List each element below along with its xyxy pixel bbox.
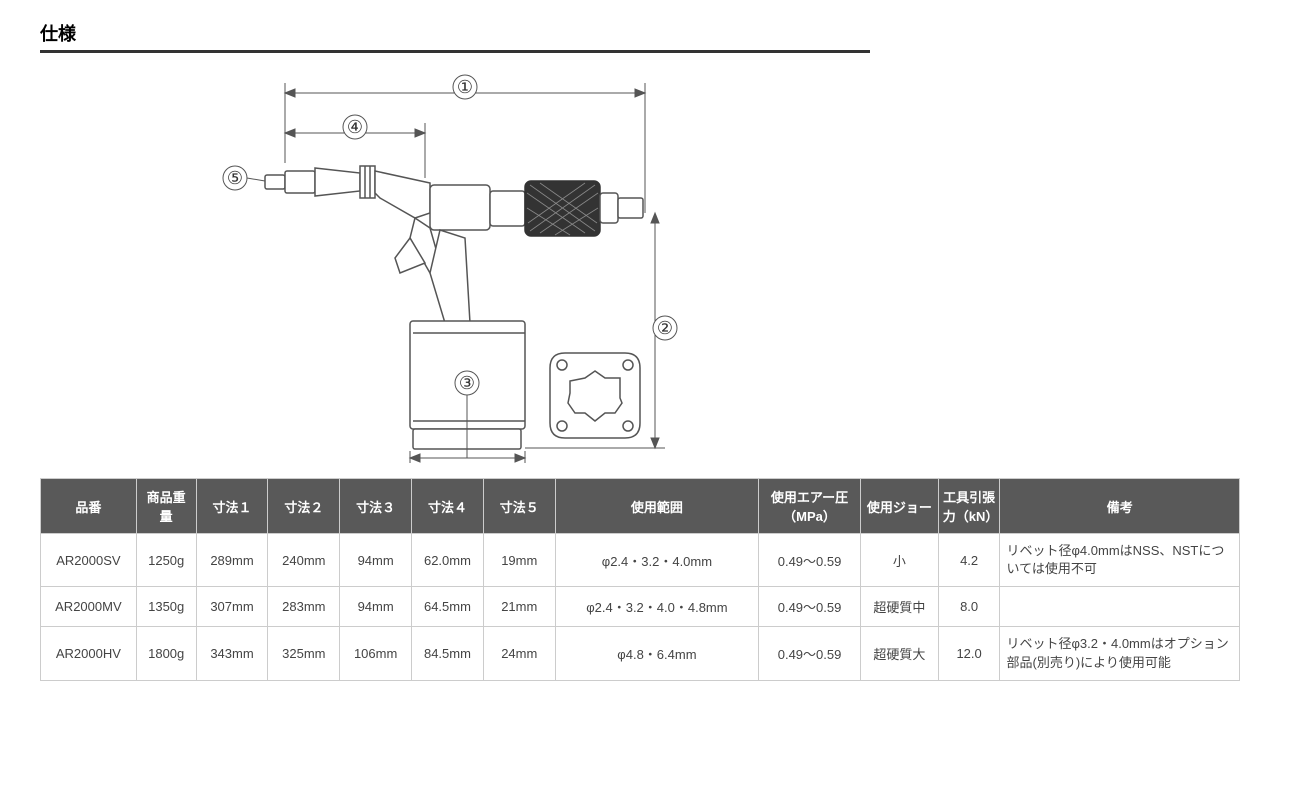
col-header-force: 工具引張力（kN） xyxy=(938,479,1000,534)
cell-dim5: 19mm xyxy=(483,534,555,587)
cell-dim1: 289mm xyxy=(196,534,268,587)
cell-weight: 1250g xyxy=(136,534,196,587)
cell-weight: 1350g xyxy=(136,587,196,627)
cell-force: 12.0 xyxy=(938,627,1000,680)
diagram-container: ① ④ ⑤ xyxy=(40,63,870,463)
col-header-range: 使用範囲 xyxy=(555,479,759,534)
cell-jaw: 超硬質中 xyxy=(860,587,938,627)
cell-dim2: 325mm xyxy=(268,627,340,680)
col-header-dim3: 寸法３ xyxy=(340,479,412,534)
cell-weight: 1800g xyxy=(136,627,196,680)
cell-notes xyxy=(1000,587,1240,627)
table-body: AR2000SV1250g289mm240mm94mm62.0mm19mmφ2.… xyxy=(41,534,1240,681)
table-header: 品番商品重量寸法１寸法２寸法３寸法４寸法５使用範囲使用エアー圧（MPa）使用ジョ… xyxy=(41,479,1240,534)
spec-table: 品番商品重量寸法１寸法２寸法３寸法４寸法５使用範囲使用エアー圧（MPa）使用ジョ… xyxy=(40,478,1240,681)
cell-dim3: 94mm xyxy=(340,587,412,627)
cell-dim5: 24mm xyxy=(483,627,555,680)
cell-part: AR2000SV xyxy=(41,534,137,587)
cell-dim4: 62.0mm xyxy=(412,534,484,587)
tool-diagram: ① ④ ⑤ xyxy=(215,63,695,463)
table-row: AR2000HV1800g343mm325mm106mm84.5mm24mmφ4… xyxy=(41,627,1240,680)
cell-air: 0.49～0.59 xyxy=(759,627,861,680)
col-header-notes: 備考 xyxy=(1000,479,1240,534)
col-header-dim5: 寸法５ xyxy=(483,479,555,534)
dim-label-4: ④ xyxy=(347,117,363,137)
col-header-weight: 商品重量 xyxy=(136,479,196,534)
cell-range: φ2.4・3.2・4.0・4.8mm xyxy=(555,587,759,627)
col-header-air: 使用エアー圧（MPa） xyxy=(759,479,861,534)
dim-label-5: ⑤ xyxy=(227,168,243,188)
cell-air: 0.49～0.59 xyxy=(759,534,861,587)
cell-dim2: 240mm xyxy=(268,534,340,587)
col-header-dim1: 寸法１ xyxy=(196,479,268,534)
cell-notes: リベット径φ4.0mmはNSS、NSTについては使用不可 xyxy=(1000,534,1240,587)
dim-label-1: ① xyxy=(457,77,473,97)
cell-dim3: 94mm xyxy=(340,534,412,587)
cell-part: AR2000MV xyxy=(41,587,137,627)
dim-label-2: ② xyxy=(657,318,673,338)
cell-dim5: 21mm xyxy=(483,587,555,627)
col-header-jaw: 使用ジョー xyxy=(860,479,938,534)
col-header-dim4: 寸法４ xyxy=(412,479,484,534)
cell-jaw: 超硬質大 xyxy=(860,627,938,680)
cell-dim4: 64.5mm xyxy=(412,587,484,627)
col-header-part: 品番 xyxy=(41,479,137,534)
cell-force: 4.2 xyxy=(938,534,1000,587)
section-title: 仕様 xyxy=(40,20,870,53)
cell-dim1: 307mm xyxy=(196,587,268,627)
cell-dim1: 343mm xyxy=(196,627,268,680)
table-row: AR2000SV1250g289mm240mm94mm62.0mm19mmφ2.… xyxy=(41,534,1240,587)
cell-range: φ4.8・6.4mm xyxy=(555,627,759,680)
col-header-dim2: 寸法２ xyxy=(268,479,340,534)
cell-dim4: 84.5mm xyxy=(412,627,484,680)
cell-dim2: 283mm xyxy=(268,587,340,627)
cell-notes: リベット径φ3.2・4.0mmはオプション部品(別売り)により使用可能 xyxy=(1000,627,1240,680)
cell-force: 8.0 xyxy=(938,587,1000,627)
dim-label-3: ③ xyxy=(459,373,475,393)
cell-dim3: 106mm xyxy=(340,627,412,680)
cell-range: φ2.4・3.2・4.0mm xyxy=(555,534,759,587)
cell-part: AR2000HV xyxy=(41,627,137,680)
cell-air: 0.49～0.59 xyxy=(759,587,861,627)
cell-jaw: 小 xyxy=(860,534,938,587)
table-row: AR2000MV1350g307mm283mm94mm64.5mm21mmφ2.… xyxy=(41,587,1240,627)
